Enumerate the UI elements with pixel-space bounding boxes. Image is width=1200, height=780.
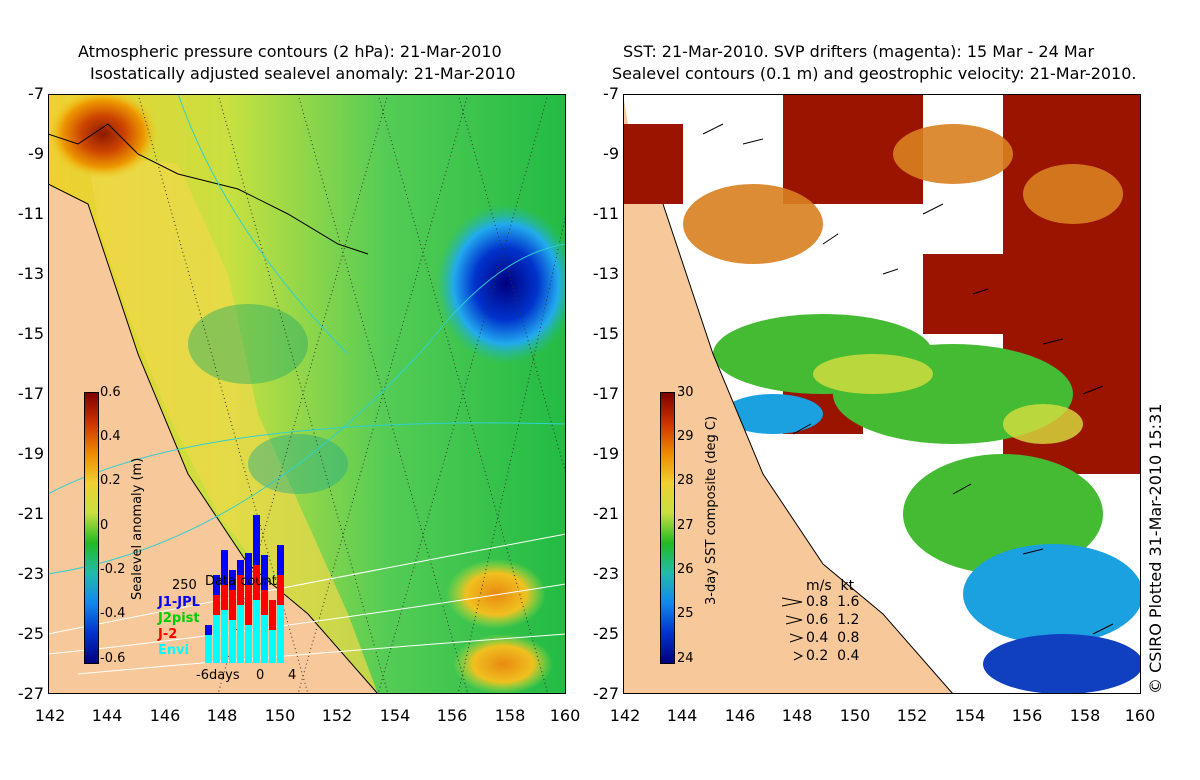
right-x-tick: 146 [724, 706, 756, 725]
left-y-tick: -11 [17, 204, 44, 223]
right-y-tick: -11 [592, 204, 619, 223]
sealevel-colorbar-tick: 0.4 [100, 429, 121, 444]
sst-colorbar-title: 3-day SST composite (deg C) [704, 415, 719, 605]
sealevel-anomaly-map [48, 94, 566, 694]
right-x-tick: 156 [1011, 706, 1043, 725]
left-y-tick: -21 [17, 504, 44, 523]
right-x-tick: 158 [1069, 706, 1101, 725]
sealevel-colorbar-tick: -0.4 [100, 606, 126, 621]
left-y-tick: -17 [17, 384, 44, 403]
left-x-tick: 142 [34, 706, 66, 725]
right-x-tick: 142 [609, 706, 641, 725]
velocity-legend-row: 0.8 1.6 [806, 594, 860, 610]
right-title-line2: Sealevel contours (0.1 m) and geostrophi… [612, 64, 1137, 83]
histogram-bars [205, 515, 284, 663]
sst-colorbar-tick: 24 [677, 651, 694, 666]
right-y-tick: -15 [592, 324, 619, 343]
right-title-line1: SST: 21-Mar-2010. SVP drifters (magenta)… [623, 42, 1095, 61]
right-x-tick: 150 [839, 706, 871, 725]
data-count-x-label: 0 [256, 668, 265, 683]
left-x-tick: 152 [321, 706, 353, 725]
left-map-panel [48, 94, 566, 694]
right-x-tick: 154 [954, 706, 986, 725]
left-x-tick: 158 [494, 706, 526, 725]
sealevel-colorbar-tick: 0.6 [100, 385, 121, 400]
left-x-tick: 154 [379, 706, 411, 725]
legend-j2: J-2 [158, 627, 178, 642]
right-y-tick: -17 [592, 384, 619, 403]
left-y-tick: -7 [28, 84, 44, 103]
sst-colorbar-tick: 30 [677, 385, 694, 400]
left-x-tick: 150 [264, 706, 296, 725]
data-count-x-label: -6days [196, 668, 240, 683]
sst-colorbar [660, 392, 675, 664]
data-count-x-label: 4 [288, 668, 297, 683]
left-y-tick: -25 [17, 624, 44, 643]
left-y-tick: -13 [17, 264, 44, 283]
sst-colorbar-tick: 26 [677, 562, 694, 577]
left-x-tick: 144 [91, 706, 123, 725]
left-x-tick: 146 [149, 706, 181, 725]
right-y-tick: -23 [592, 564, 619, 583]
right-x-tick: 148 [781, 706, 813, 725]
data-count-histogram [205, 515, 284, 663]
legend-j1-jpl: J1-JPL [158, 595, 200, 610]
right-map-panel [623, 94, 1141, 694]
left-x-tick: 148 [206, 706, 238, 725]
right-y-tick: -13 [592, 264, 619, 283]
right-x-tick: 160 [1124, 706, 1156, 725]
sst-map [623, 94, 1141, 694]
sst-colorbar-tick: 28 [677, 473, 694, 488]
right-y-tick: -21 [592, 504, 619, 523]
sealevel-colorbar-tick: 0 [100, 518, 109, 533]
legend-j2pist: J2pist [158, 611, 200, 626]
left-x-tick: 160 [549, 706, 581, 725]
sealevel-colorbar-tick: -0.6 [100, 651, 126, 666]
left-map-frame [48, 94, 566, 694]
left-y-tick: -27 [17, 684, 44, 703]
left-y-tick: -19 [17, 444, 44, 463]
data-count-inset [205, 515, 293, 663]
velocity-legend-row: 0.2 0.4 [806, 648, 860, 664]
right-map-frame [623, 94, 1141, 694]
velocity-legend-row: 0.6 1.2 [806, 612, 860, 628]
right-y-tick: -9 [603, 144, 619, 163]
velocity-legend-arrows [781, 597, 804, 661]
legend-envi: Envi [158, 643, 190, 658]
sealevel-colorbar [84, 392, 99, 664]
data-count-title: Data count [205, 574, 277, 589]
credit-text: © CSIRO Plotted 31-Mar-2010 15:31 [1146, 403, 1165, 694]
left-y-tick: -15 [17, 324, 44, 343]
right-y-tick: -25 [592, 624, 619, 643]
left-y-tick: -9 [28, 144, 44, 163]
sealevel-colorbar-tick: -0.2 [100, 562, 126, 577]
data-count-max-label: 250 [172, 578, 197, 593]
sealevel-colorbar-title: Sealevel anomaly (m) [130, 457, 145, 600]
sst-colorbar-tick: 27 [677, 518, 694, 533]
sealevel-colorbar-tick: 0.2 [100, 473, 121, 488]
right-y-tick: -19 [592, 444, 619, 463]
right-y-tick: -7 [603, 84, 619, 103]
left-y-tick: -23 [17, 564, 44, 583]
right-y-tick: -27 [592, 684, 619, 703]
left-title-line2: Isostatically adjusted sealevel anomaly:… [90, 64, 516, 83]
right-x-tick: 144 [666, 706, 698, 725]
velocity-legend-row: 0.4 0.8 [806, 630, 860, 646]
left-x-tick: 156 [436, 706, 468, 725]
left-title-line1: Atmospheric pressure contours (2 hPa): 2… [78, 42, 502, 61]
right-x-tick: 152 [896, 706, 928, 725]
velocity-legend-header: m/s kt [806, 578, 855, 594]
sst-colorbar-tick: 29 [677, 429, 694, 444]
sst-colorbar-tick: 25 [677, 606, 694, 621]
